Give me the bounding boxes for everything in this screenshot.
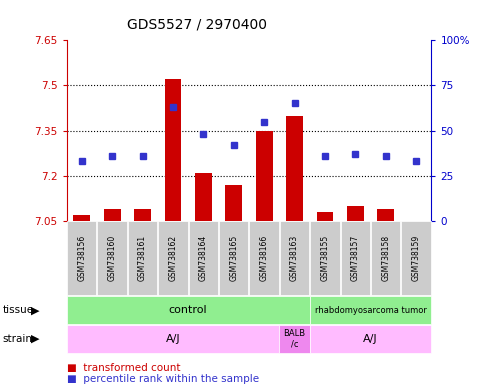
Text: control: control	[169, 305, 208, 315]
Bar	[256, 131, 273, 221]
Text: GSM738161: GSM738161	[138, 235, 147, 281]
Bar	[378, 209, 394, 221]
Bar	[165, 79, 181, 221]
Bar	[195, 173, 211, 221]
Bar	[73, 215, 90, 221]
Text: ▶: ▶	[31, 305, 40, 315]
Text: GSM738163: GSM738163	[290, 235, 299, 281]
Text: GSM738157: GSM738157	[351, 235, 360, 281]
Text: rhabdomyosarcoma tumor: rhabdomyosarcoma tumor	[315, 306, 426, 315]
Text: tissue: tissue	[2, 305, 34, 315]
Bar	[317, 212, 333, 221]
Bar	[225, 185, 242, 221]
Bar	[104, 209, 120, 221]
Text: ■  transformed count: ■ transformed count	[67, 363, 180, 373]
Text: GSM738165: GSM738165	[229, 235, 238, 281]
Text: A/J: A/J	[166, 334, 180, 344]
Text: GSM738158: GSM738158	[381, 235, 390, 281]
Text: GSM738166: GSM738166	[260, 235, 269, 281]
Text: GSM738160: GSM738160	[107, 235, 117, 281]
Text: GSM738159: GSM738159	[412, 235, 421, 281]
Bar	[347, 206, 364, 221]
Text: strain: strain	[2, 334, 33, 344]
Bar	[286, 116, 303, 221]
Text: A/J: A/J	[363, 334, 378, 344]
Text: BALB
/c: BALB /c	[283, 329, 306, 348]
Bar	[134, 209, 151, 221]
Text: GDS5527 / 2970400: GDS5527 / 2970400	[127, 18, 267, 32]
Text: ■  percentile rank within the sample: ■ percentile rank within the sample	[67, 374, 259, 384]
Text: ▶: ▶	[31, 334, 40, 344]
Text: GSM738156: GSM738156	[77, 235, 86, 281]
Text: GSM738162: GSM738162	[169, 235, 177, 281]
Text: GSM738164: GSM738164	[199, 235, 208, 281]
Text: GSM738155: GSM738155	[320, 235, 329, 281]
